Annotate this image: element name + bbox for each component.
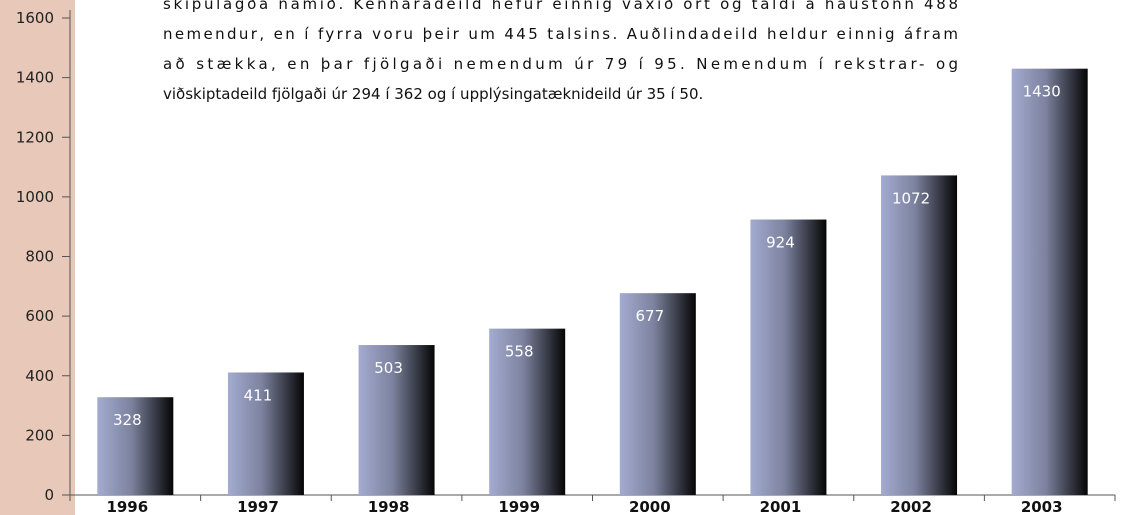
data-label: 677 — [635, 307, 664, 325]
data-label: 558 — [505, 343, 534, 361]
x-tick-label: 1998 — [368, 498, 410, 515]
y-tick-label: 1200 — [16, 128, 54, 146]
bar — [227, 372, 304, 495]
paragraph-line: nemendur, en í fyrra voru þeir um 445 ta… — [163, 25, 958, 43]
x-tick-label: 2000 — [629, 498, 671, 515]
bar — [489, 328, 566, 495]
bar — [750, 219, 827, 495]
data-label: 328 — [113, 411, 142, 429]
y-tick-label: 600 — [25, 307, 54, 325]
y-tick-label: 1600 — [16, 9, 54, 27]
y-tick-label: 0 — [44, 486, 54, 504]
y-tick-label: 200 — [25, 426, 54, 444]
x-tick-label: 1996 — [106, 498, 148, 515]
x-tick-label: 2001 — [760, 498, 802, 515]
y-tick-label: 800 — [25, 248, 54, 266]
axis-band — [0, 0, 75, 515]
paragraph-line: skipulagða námið. Kennaradeild hefur ein… — [163, 0, 958, 13]
data-label: 411 — [244, 386, 273, 404]
data-label: 1072 — [892, 189, 930, 207]
bar — [358, 345, 435, 495]
y-tick-label: 1000 — [16, 188, 54, 206]
x-tick-label: 1997 — [237, 498, 279, 515]
x-tick-label: 2002 — [890, 498, 932, 515]
bar — [1011, 68, 1088, 496]
y-tick-label: 400 — [25, 367, 54, 385]
x-tick-label: 1999 — [498, 498, 540, 515]
x-tick-label: 2003 — [1021, 498, 1063, 515]
paragraph-line: viðskiptadeild fjölgaði úr 294 í 362 og … — [163, 85, 703, 103]
bar — [619, 293, 696, 495]
y-tick-label: 1400 — [16, 69, 54, 87]
data-label: 924 — [766, 234, 795, 252]
bar — [881, 175, 958, 495]
data-label: 1430 — [1023, 83, 1061, 101]
bar — [97, 397, 174, 495]
data-label: 503 — [374, 359, 403, 377]
paragraph-line: að stækka, en þar fjölgaði nemendum úr 7… — [163, 55, 958, 73]
